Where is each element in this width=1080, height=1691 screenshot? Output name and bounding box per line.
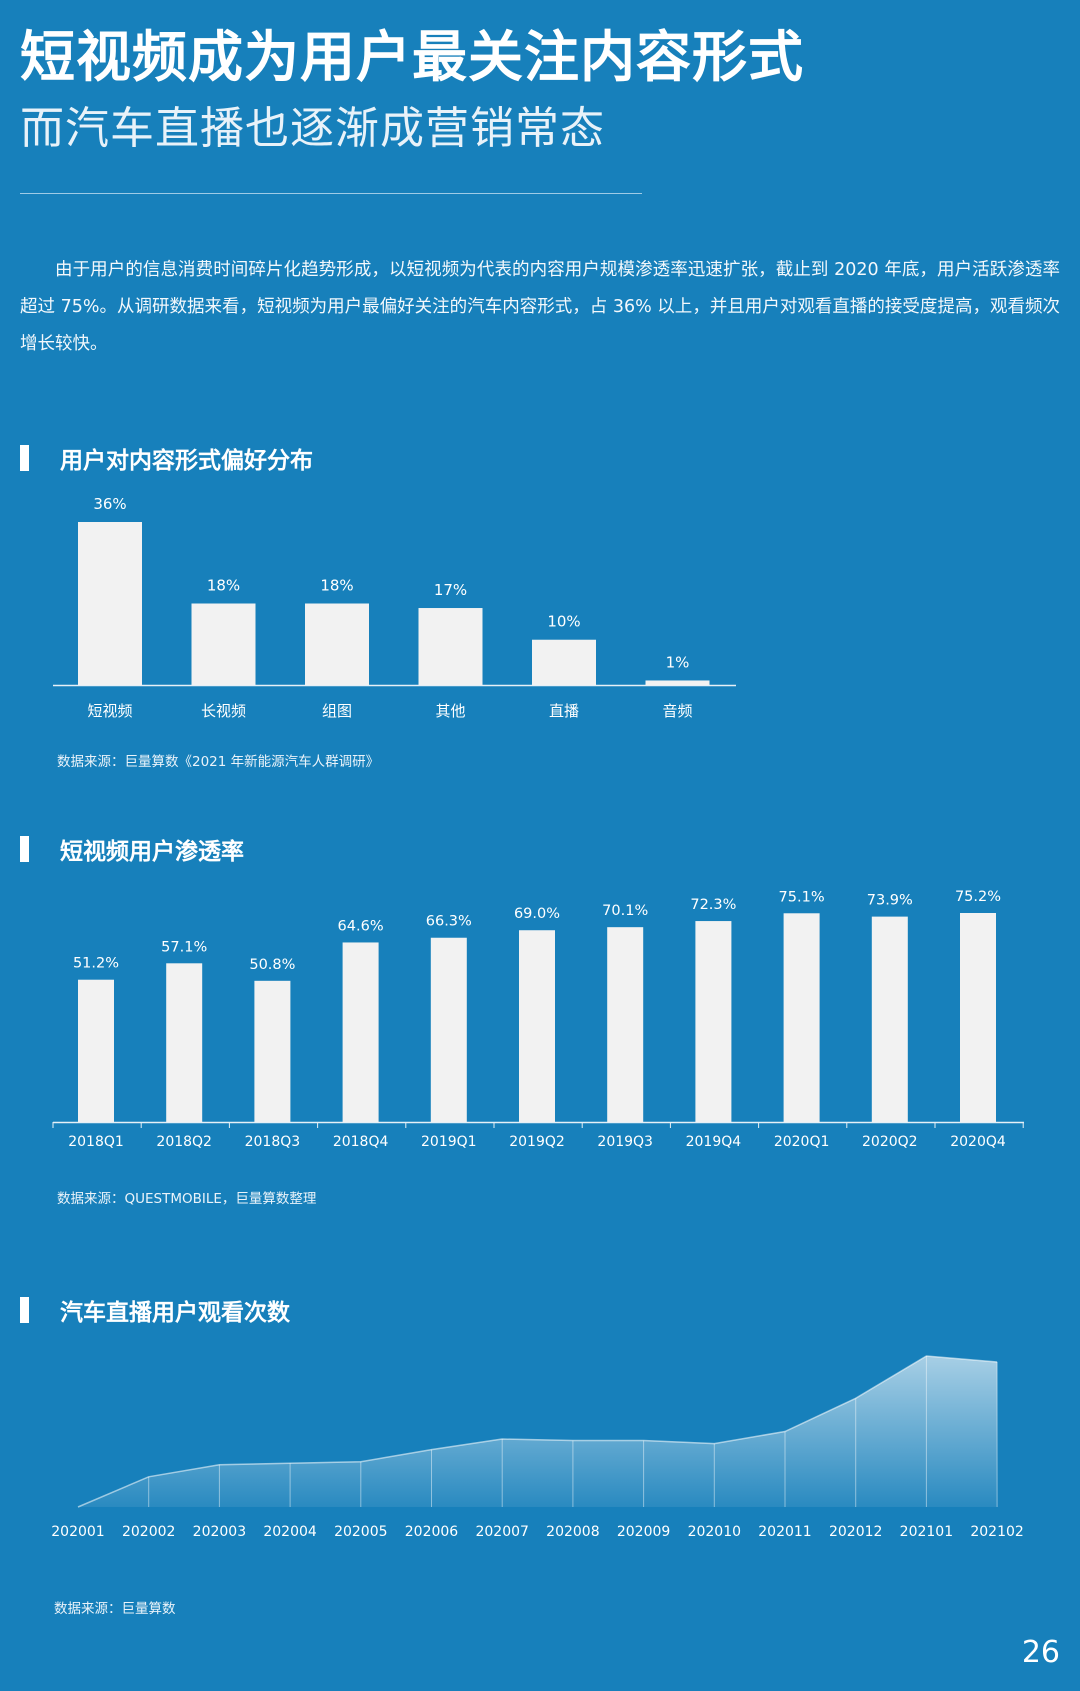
x-tick-label: 2019Q4 — [686, 1134, 742, 1150]
source-note: 数据来源：QUESTMOBILE，巨量算数整理 — [57, 1191, 317, 1207]
data-label: 69.0% — [514, 906, 560, 922]
bar — [191, 603, 256, 685]
bar — [166, 963, 203, 1122]
x-tick-label: 2020Q2 — [862, 1134, 918, 1150]
x-tick-label: 长视频 — [201, 702, 246, 720]
penetration-bar-chart: 51.2% 2018Q1 57.1% 2018Q2 50.8% 2018Q3 64.6% 20… — [52, 889, 1024, 1150]
page-number: 26 — [1021, 1635, 1060, 1670]
section-title: 短视频用户渗透率 — [60, 839, 244, 865]
data-label: 1% — [666, 653, 690, 671]
bar — [519, 930, 555, 1122]
x-tick-label: 2020Q4 — [950, 1134, 1006, 1150]
data-label: 64.6% — [338, 918, 384, 934]
section-marker — [20, 836, 29, 862]
x-tick-label: 202007 — [475, 1524, 528, 1540]
data-label: 57.1% — [161, 939, 207, 955]
bar — [871, 916, 908, 1122]
section-title: 用户对内容形式偏好分布 — [60, 448, 313, 474]
x-tick-label: 其他 — [435, 702, 465, 720]
data-label: 51.2% — [73, 956, 119, 972]
x-tick-label: 2020Q1 — [774, 1134, 830, 1150]
bar — [305, 603, 369, 685]
area-fill — [78, 1356, 998, 1507]
data-label: 70.1% — [602, 903, 648, 919]
bar — [418, 608, 483, 685]
data-label: 75.1% — [779, 889, 825, 905]
data-label: 18% — [207, 577, 240, 595]
bar — [960, 913, 996, 1122]
x-tick-label: 202005 — [334, 1524, 387, 1540]
x-tick-label: 202102 — [970, 1524, 1023, 1540]
section-header-live-views: 汽车直播用户观看次数 — [20, 1295, 290, 1326]
data-label: 10% — [547, 613, 580, 631]
x-tick-label: 202001 — [51, 1524, 104, 1540]
title-divider — [20, 193, 642, 194]
x-tick-label: 202008 — [546, 1524, 599, 1540]
source-note: 数据来源：巨量算数《2021 年新能源汽车人群调研》 — [57, 754, 380, 770]
bar — [342, 942, 379, 1122]
bar — [783, 913, 820, 1122]
x-tick-label: 2019Q1 — [421, 1134, 477, 1150]
x-tick-label: 202010 — [688, 1524, 741, 1540]
data-label: 75.2% — [955, 889, 1001, 905]
x-tick-label: 202011 — [758, 1524, 811, 1540]
data-label: 72.3% — [690, 897, 736, 913]
live-views-area-chart: 202001 202002 202003 202004 202005 202006 2020… — [51, 1355, 1024, 1540]
x-tick-label: 2019Q2 — [509, 1134, 565, 1150]
bar — [430, 937, 467, 1122]
bar — [254, 980, 291, 1122]
x-tick-label: 直播 — [549, 702, 579, 720]
area-line — [77, 1355, 998, 1508]
source-note: 数据来源：巨量算数 — [54, 1601, 176, 1617]
bar — [645, 680, 710, 685]
data-label: 66.3% — [426, 914, 472, 930]
x-tick-label: 组图 — [322, 702, 352, 720]
x-tick-label: 2019Q3 — [597, 1134, 653, 1150]
x-tick-label: 202006 — [405, 1524, 459, 1540]
bar — [532, 639, 596, 685]
section-title: 汽车直播用户观看次数 — [60, 1300, 290, 1326]
x-tick-label: 2018Q4 — [333, 1134, 389, 1150]
section-marker — [20, 1297, 29, 1323]
page-subtitle: 而汽车直播也逐渐成营销常态 — [20, 103, 605, 154]
x-tick-label: 202004 — [263, 1524, 317, 1540]
intro-paragraph: 由于用户的信息消费时间碎片化趋势形成，以短视频为代表的内容用户规模渗透率迅速扩张… — [20, 260, 1060, 354]
x-tick-label: 202012 — [829, 1524, 882, 1540]
x-tick-label: 短视频 — [87, 702, 132, 720]
x-tick-label: 202003 — [193, 1524, 246, 1540]
data-label: 50.8% — [249, 957, 295, 973]
x-tick-label: 202101 — [900, 1524, 953, 1540]
bar — [78, 979, 114, 1122]
data-label: 17% — [434, 581, 467, 599]
x-tick-label: 202009 — [617, 1524, 670, 1540]
x-tick-label: 2018Q3 — [245, 1134, 301, 1150]
x-tick-label: 2018Q2 — [156, 1134, 212, 1150]
section-header-content-preference: 用户对内容形式偏好分布 — [20, 443, 313, 474]
x-tick-label: 202002 — [122, 1524, 175, 1540]
bar — [78, 522, 142, 685]
bar — [695, 921, 732, 1122]
content-preference-bar-chart: 36% 短视频 18% 长视频 18% 组图 17% 其他 10% 直播 1% 音频 — [53, 495, 736, 720]
x-tick-label: 2018Q1 — [68, 1134, 124, 1150]
data-label: 36% — [93, 495, 126, 513]
section-header-penetration: 短视频用户渗透率 — [20, 834, 244, 865]
bar — [607, 927, 644, 1122]
data-label: 73.9% — [867, 893, 913, 909]
x-tick-label: 音频 — [662, 702, 692, 720]
page-title: 短视频成为用户最关注内容形式 — [20, 25, 805, 89]
data-label: 18% — [320, 577, 353, 595]
section-marker — [20, 445, 29, 471]
